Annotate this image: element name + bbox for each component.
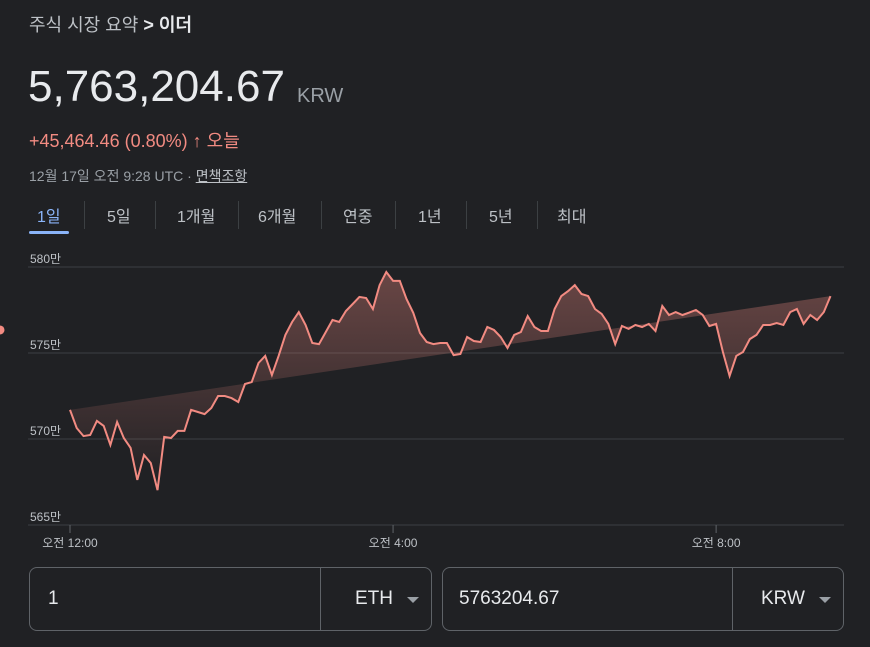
timestamp-text: 12월 17일 오전 9:28 UTC · bbox=[29, 168, 196, 184]
from-box[interactable]: 1 ETH bbox=[29, 567, 432, 631]
tab-separator bbox=[155, 201, 156, 229]
x-tick-label: 오전 4:00 bbox=[369, 536, 418, 550]
y-tick-label: 575만 bbox=[30, 338, 61, 352]
last-point bbox=[0, 325, 5, 335]
change-text: +45,464.46 (0.80%) bbox=[29, 131, 188, 151]
y-tick-label: 570만 bbox=[30, 424, 61, 438]
tab-separator bbox=[466, 201, 467, 229]
breadcrumb: 주식 시장 요약 > 이더 bbox=[29, 11, 192, 37]
x-tick-label: 오전 12:00 bbox=[42, 536, 98, 550]
from-unit[interactable]: ETH bbox=[355, 588, 393, 609]
divider bbox=[732, 568, 733, 630]
breadcrumb-parent[interactable]: 주식 시장 요약 bbox=[29, 15, 139, 35]
currency: KRW bbox=[297, 85, 344, 107]
divider bbox=[320, 568, 321, 630]
tab[interactable]: 5일 bbox=[107, 209, 131, 226]
tab-separator bbox=[395, 201, 396, 229]
tab[interactable]: 연중 bbox=[343, 209, 373, 226]
breadcrumb-separator: > bbox=[143, 15, 154, 35]
change: +45,464.46 (0.80%) ↑ 오늘 bbox=[29, 127, 240, 153]
y-tick-label: 565만 bbox=[30, 510, 61, 524]
tab-indicator bbox=[29, 231, 69, 234]
tab[interactable]: 6개월 bbox=[258, 209, 297, 226]
tab[interactable]: 1년 bbox=[418, 209, 442, 226]
disclaimer-link[interactable]: 면책조항 bbox=[195, 168, 248, 184]
tab-separator bbox=[84, 201, 85, 229]
timestamp: 12월 17일 오전 9:28 UTC · 면책조항 bbox=[29, 166, 247, 186]
dropdown-arrow bbox=[819, 597, 831, 603]
to-unit[interactable]: KRW bbox=[761, 588, 805, 609]
to-box[interactable]: 5763204.67 KRW bbox=[442, 567, 844, 631]
arrow-up: ↑ bbox=[192, 131, 202, 151]
dropdown-arrow bbox=[407, 597, 419, 603]
tab-separator bbox=[321, 201, 322, 229]
tab-separator bbox=[238, 201, 239, 229]
from-amount[interactable]: 1 bbox=[48, 588, 59, 609]
tab-separator bbox=[537, 201, 538, 229]
breadcrumb-current: 이더 bbox=[158, 15, 193, 35]
change-period: 오늘 bbox=[206, 131, 240, 151]
area bbox=[70, 272, 831, 491]
tab[interactable]: 5년 bbox=[489, 209, 513, 226]
price: 5,763,204.67 bbox=[28, 62, 285, 111]
tab[interactable]: 1개월 bbox=[177, 209, 216, 226]
y-tick-label: 580만 bbox=[30, 252, 61, 266]
price-line bbox=[69, 270, 832, 491]
tab[interactable]: 1일 bbox=[37, 209, 61, 226]
x-tick-label: 오전 8:00 bbox=[692, 536, 741, 550]
tab[interactable]: 최대 bbox=[557, 209, 587, 226]
to-amount[interactable]: 5763204.67 bbox=[459, 588, 560, 609]
